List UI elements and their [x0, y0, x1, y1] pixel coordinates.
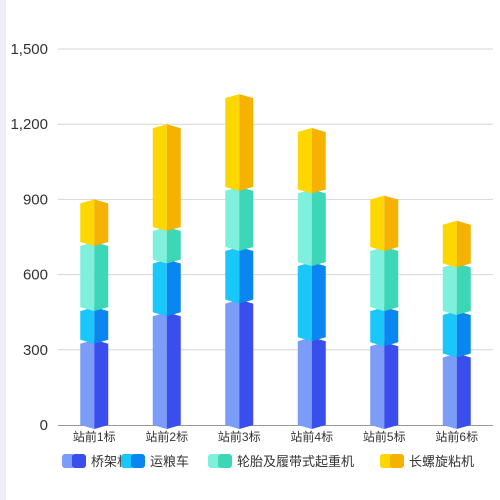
bar-segment[interactable]	[152, 226, 181, 264]
y-tick-label: 1,200	[10, 116, 48, 133]
legend-item[interactable]: 运粮车	[121, 454, 189, 469]
legend[interactable]: 桥架机 运粮车 轮胎及履带式起重机 长螺旋粘机	[62, 454, 474, 469]
bar-segment[interactable]	[152, 312, 181, 429]
legend-label: 长螺旋粘机	[409, 454, 474, 469]
y-tick-label: 900	[23, 191, 48, 208]
y-tick-label: 300	[23, 342, 48, 359]
bar-segment[interactable]	[442, 310, 471, 358]
bar-segment[interactable]	[225, 299, 254, 429]
bar-segment[interactable]	[80, 199, 109, 247]
x-tick-label: 站前2标	[145, 429, 188, 444]
legend-item[interactable]: 长螺旋粘机	[380, 454, 474, 469]
y-tick-label: 1,500	[10, 41, 48, 58]
bar-segment[interactable]	[80, 339, 109, 429]
legend-item[interactable]: 轮胎及履带式起重机	[208, 454, 354, 469]
y-tick-label: 0	[40, 417, 48, 434]
bar-segment[interactable]	[370, 247, 399, 312]
x-tick-label: 站前5标	[363, 429, 406, 444]
bar-segment[interactable]	[442, 353, 471, 429]
legend-label: 运粮车	[150, 454, 189, 469]
x-tick-label: 站前4标	[290, 429, 333, 444]
bar-segment[interactable]	[370, 342, 399, 429]
bar-segment[interactable]	[80, 242, 109, 312]
bars	[80, 94, 471, 429]
y-axis-ticks: 0 300 600 900 1,200 1,500	[10, 41, 48, 434]
legend-item[interactable]: 桥架机	[62, 454, 130, 469]
bar-segment[interactable]	[297, 127, 326, 194]
y-tick-label: 600	[23, 267, 48, 284]
bar-segment[interactable]	[297, 189, 326, 267]
bar-segment[interactable]	[370, 195, 399, 252]
bar-segment[interactable]	[442, 263, 471, 315]
x-tick-label: 站前6标	[435, 429, 478, 444]
bar-segment[interactable]	[225, 186, 254, 252]
bar-segment[interactable]	[442, 220, 471, 268]
bar-segment[interactable]	[80, 307, 109, 344]
bar-segment[interactable]	[297, 337, 326, 429]
window-edge-strip	[0, 0, 6, 500]
x-tick-label: 站前1标	[73, 429, 116, 444]
gridlines	[58, 48, 493, 351]
x-tick-label: 站前3标	[218, 429, 261, 444]
bar-segment[interactable]	[152, 124, 181, 231]
bar-segment[interactable]	[225, 94, 254, 191]
legend-label: 轮胎及履带式起重机	[237, 454, 354, 469]
bar-segment[interactable]	[225, 247, 254, 304]
bar-segment[interactable]	[370, 307, 399, 347]
bar-segment[interactable]	[152, 259, 181, 317]
x-axis-ticks: 站前1标 站前2标 站前3标 站前4标 站前5标 站前6标	[73, 429, 478, 444]
legend-label: 桥架机	[91, 454, 130, 469]
bar-segment[interactable]	[297, 262, 326, 342]
